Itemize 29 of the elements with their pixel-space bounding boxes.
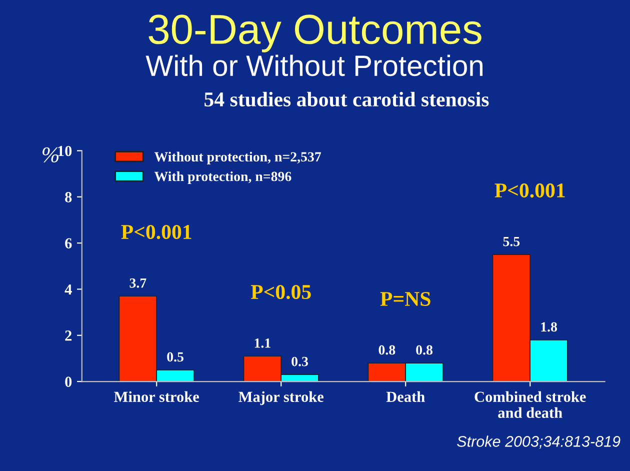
y-tick-label: 10 [58, 146, 72, 156]
data-label: 5.5 [503, 236, 520, 246]
annotation: P<0.05 [250, 284, 311, 300]
chart-subtitle: With or Without Protection [146, 54, 483, 76]
y-tick-label: 8 [65, 192, 72, 202]
data-label: 0.8 [378, 345, 396, 355]
annotation: P=NS [380, 292, 430, 306]
y-tick-label: 4 [64, 284, 72, 294]
x-tick-label: Combined stroke and death [474, 391, 586, 418]
text: Stroke 2003;34:813-819 [457, 436, 620, 449]
data-label: 0.3 [292, 356, 308, 366]
data-label: 0.5 [167, 352, 184, 362]
data-label: 1.8 [541, 322, 557, 332]
chart-title: 30-Day Outcomes [148, 14, 482, 52]
y-tick-label: 0 [65, 376, 72, 387]
legend-label: Without protection, n=2,537 [154, 152, 322, 164]
x-tick-label: Minor stroke [114, 391, 199, 402]
legend-label: With protection, n=896 [154, 171, 292, 184]
y-tick-label: 2 [65, 330, 72, 341]
y-axis-title: % [42, 147, 59, 162]
x-tick-label: Death [386, 391, 425, 402]
annotation: P<0.001 [121, 224, 192, 240]
text: 54 studies about carotid stenosis [204, 92, 489, 107]
x-tick-label: Major stroke [238, 391, 324, 406]
data-label: 3.7 [130, 278, 146, 288]
data-label: 1.1 [254, 338, 270, 348]
data-label: 0.8 [416, 345, 432, 355]
annotation: P<0.001 [494, 183, 565, 198]
y-tick-label: 6 [65, 238, 72, 248]
